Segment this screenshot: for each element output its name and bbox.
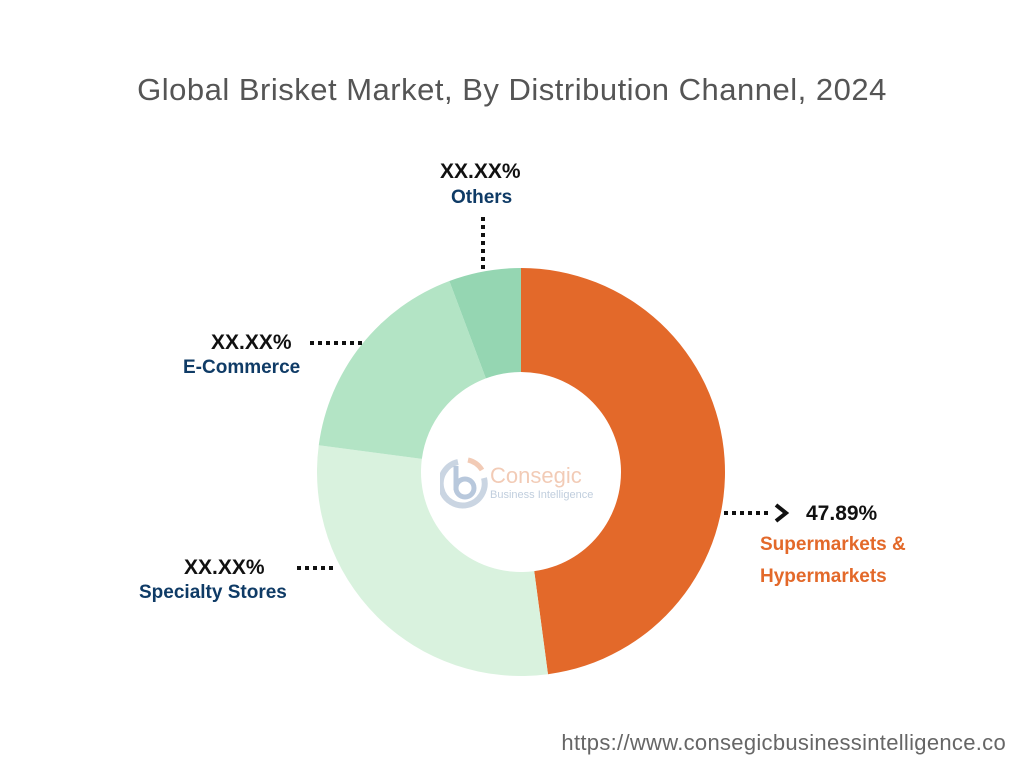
data-label-ecommerce: XX.XX% [211,331,292,354]
arrow-head-icon [774,503,790,523]
consegic-logo: Consegic Business Intelligence [437,456,593,517]
slice-others [449,268,521,379]
data-label-supermarkets: 47.89% [806,502,878,525]
slice-e-commerce [318,280,486,459]
slice-supermarkets-hypermarkets [521,268,725,675]
category-label-ecommerce: E-Commerce [183,357,301,378]
footer-url: https://www.consegicbusinessintelligence… [561,730,1006,755]
logo-name: Consegic [490,463,582,488]
category-label-specialty: Specialty Stores [139,582,287,603]
data-label-others: XX.XX% [440,160,521,183]
category-label-supermarkets: Supermarkets & Hypermarkets [760,534,906,587]
logo-tagline: Business Intelligence [490,489,594,501]
chart-title: Global Brisket Market, By Distribution C… [137,72,887,107]
slice-specialty-stores [317,445,548,676]
logo-mark-icon [437,457,488,509]
category-label-others: Others [451,187,513,208]
data-label-specialty: XX.XX% [184,556,265,579]
